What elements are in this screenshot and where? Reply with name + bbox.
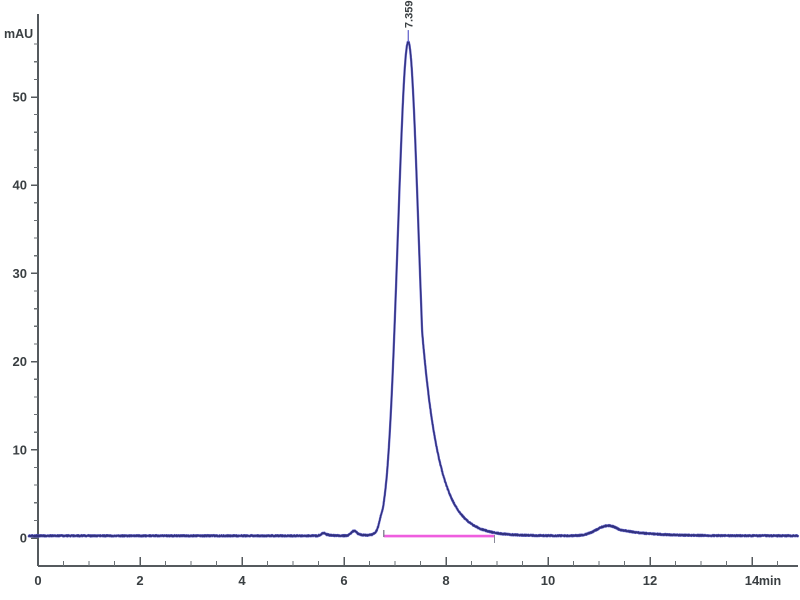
y-axis-tick-label: 30 <box>13 266 27 281</box>
x-axis: 0 2 4 6 8 10 12 14 <box>34 557 798 588</box>
x-axis-tick-label: 14 <box>745 573 760 588</box>
x-axis-tick-label: 4 <box>238 573 246 588</box>
y-axis-tick-label: 50 <box>13 90 27 105</box>
x-axis-tick-label: 12 <box>643 573 657 588</box>
integration-baseline-group <box>383 530 496 544</box>
x-axis-tick-label: 10 <box>541 573 555 588</box>
x-axis-title: min <box>759 574 781 588</box>
x-axis-tick-label: 8 <box>442 573 449 588</box>
y-axis-title: mAU <box>4 27 33 41</box>
peak-annotations-group: 7.359 <box>403 1 415 43</box>
x-axis-tick-label: 0 <box>34 573 41 588</box>
x-axis-tick-label: 2 <box>136 573 143 588</box>
y-axis-tick-label: 10 <box>13 442 27 457</box>
y-axis-tick-label: 20 <box>13 354 27 369</box>
y-axis-tick-label: 40 <box>13 178 27 193</box>
x-axis-tick-label: 6 <box>340 573 347 588</box>
peak-retention-time-label: 7.359 <box>403 1 415 29</box>
detector-signal-outline <box>28 40 799 538</box>
y-axis-tick-label: 0 <box>20 531 27 546</box>
y-axis: 0 10 20 30 40 50 <box>13 14 39 566</box>
signal-trace-group <box>27 40 800 538</box>
